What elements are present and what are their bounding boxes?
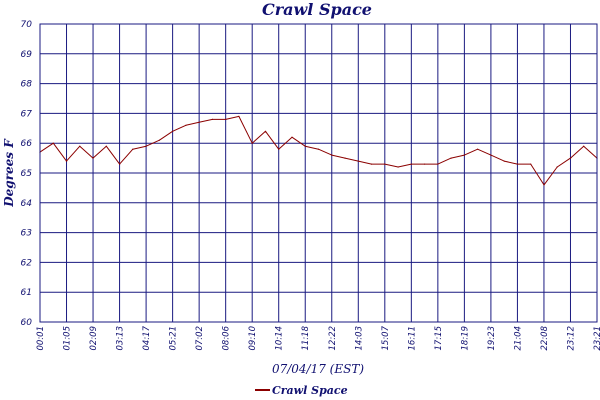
x-tick-label: 23:12 — [566, 326, 576, 351]
data-point — [291, 136, 293, 138]
data-point — [543, 184, 545, 186]
data-point — [463, 154, 465, 156]
data-point — [437, 163, 439, 165]
data-point — [211, 118, 213, 120]
data-point — [304, 145, 306, 147]
x-tick-label: 03:13 — [116, 326, 126, 351]
data-point — [450, 157, 452, 159]
data-point — [397, 166, 399, 168]
series-line — [39, 115, 598, 186]
x-tick-label: 08:06 — [222, 325, 232, 350]
x-tick-label: 19:23 — [487, 326, 497, 351]
data-point — [278, 148, 280, 150]
y-tick-label: 63 — [21, 229, 33, 239]
x-axis-ticks: 00:01 01:05 02:09 03:13 04:17 05:21 07:02 08:06… — [36, 325, 600, 350]
x-tick-label: 17:15 — [434, 326, 444, 351]
data-point — [490, 154, 492, 156]
x-tick-label: 01:05 — [63, 326, 73, 351]
x-tick-label: 11:18 — [301, 325, 311, 350]
x-tick-label: 10:14 — [275, 326, 285, 351]
y-tick-label: 67 — [21, 109, 33, 119]
data-point — [583, 145, 585, 147]
data-point — [79, 145, 81, 147]
plot-frame — [39, 23, 598, 323]
y-tick-label: 61 — [21, 288, 32, 298]
y-tick-label: 64 — [21, 199, 33, 209]
data-point — [145, 145, 147, 147]
x-tick-label: 18:19 — [460, 326, 470, 351]
legend: Crawl Space — [255, 384, 348, 397]
x-tick-label: 09:10 — [248, 326, 258, 351]
data-point — [344, 157, 346, 159]
grid-layer — [40, 23, 597, 323]
x-tick-label: 02:09 — [89, 326, 99, 351]
y-tick-label: 60 — [21, 318, 33, 328]
x-tick-label: 22:08 — [540, 325, 550, 350]
data-point — [119, 163, 121, 165]
data-point — [251, 142, 253, 144]
y-tick-label: 69 — [21, 50, 33, 60]
data-point — [569, 157, 572, 159]
data-point — [264, 130, 267, 132]
x-tick-label: 15:07 — [381, 325, 391, 350]
data-point — [370, 163, 373, 165]
data-point — [105, 145, 107, 147]
data-point — [477, 148, 479, 150]
data-point — [158, 139, 160, 141]
chart-title: Crawl Space — [262, 0, 372, 19]
x-tick-label: 14:03 — [354, 326, 364, 351]
data-point — [357, 160, 359, 162]
x-tick-label: 04:17 — [142, 325, 152, 350]
data-point — [238, 115, 240, 117]
x-tick-label: 07:02 — [195, 326, 205, 351]
y-tick-label: 62 — [21, 258, 33, 268]
data-point — [424, 163, 426, 165]
y-tick-label: 65 — [21, 169, 33, 179]
y-tick-label: 66 — [21, 139, 33, 149]
x-tick-label: 16:11 — [407, 326, 417, 351]
x-tick-label: 21:04 — [513, 326, 523, 351]
x-tick-label: 23:21 — [593, 326, 600, 351]
x-tick-label: 00:01 — [36, 326, 46, 351]
y-axis-label: Degrees F — [2, 138, 16, 208]
data-point — [185, 124, 187, 126]
data-point — [331, 154, 333, 156]
x-axis-label: 07/04/17 (EST) — [272, 362, 364, 376]
y-tick-label: 70 — [21, 20, 33, 30]
x-tick-label: 12:22 — [328, 326, 338, 351]
data-point — [410, 163, 412, 165]
data-point — [556, 166, 558, 168]
data-point — [65, 160, 68, 162]
data-point — [503, 160, 505, 162]
data-point — [132, 148, 134, 150]
x-tick-label: 05:21 — [169, 326, 179, 351]
y-axis-ticks: 60 61 62 63 64 65 66 67 68 69 70 — [21, 20, 33, 328]
series-layer — [39, 115, 598, 186]
y-tick-label: 68 — [21, 80, 33, 90]
data-point — [52, 142, 54, 144]
legend-label: Crawl Space — [272, 384, 348, 397]
data-point — [530, 163, 532, 165]
data-point — [92, 157, 94, 159]
data-point — [198, 121, 200, 123]
data-point — [317, 148, 320, 150]
data-point — [172, 130, 174, 132]
data-point — [384, 163, 386, 165]
data-point — [225, 118, 227, 120]
data-point — [516, 163, 519, 165]
